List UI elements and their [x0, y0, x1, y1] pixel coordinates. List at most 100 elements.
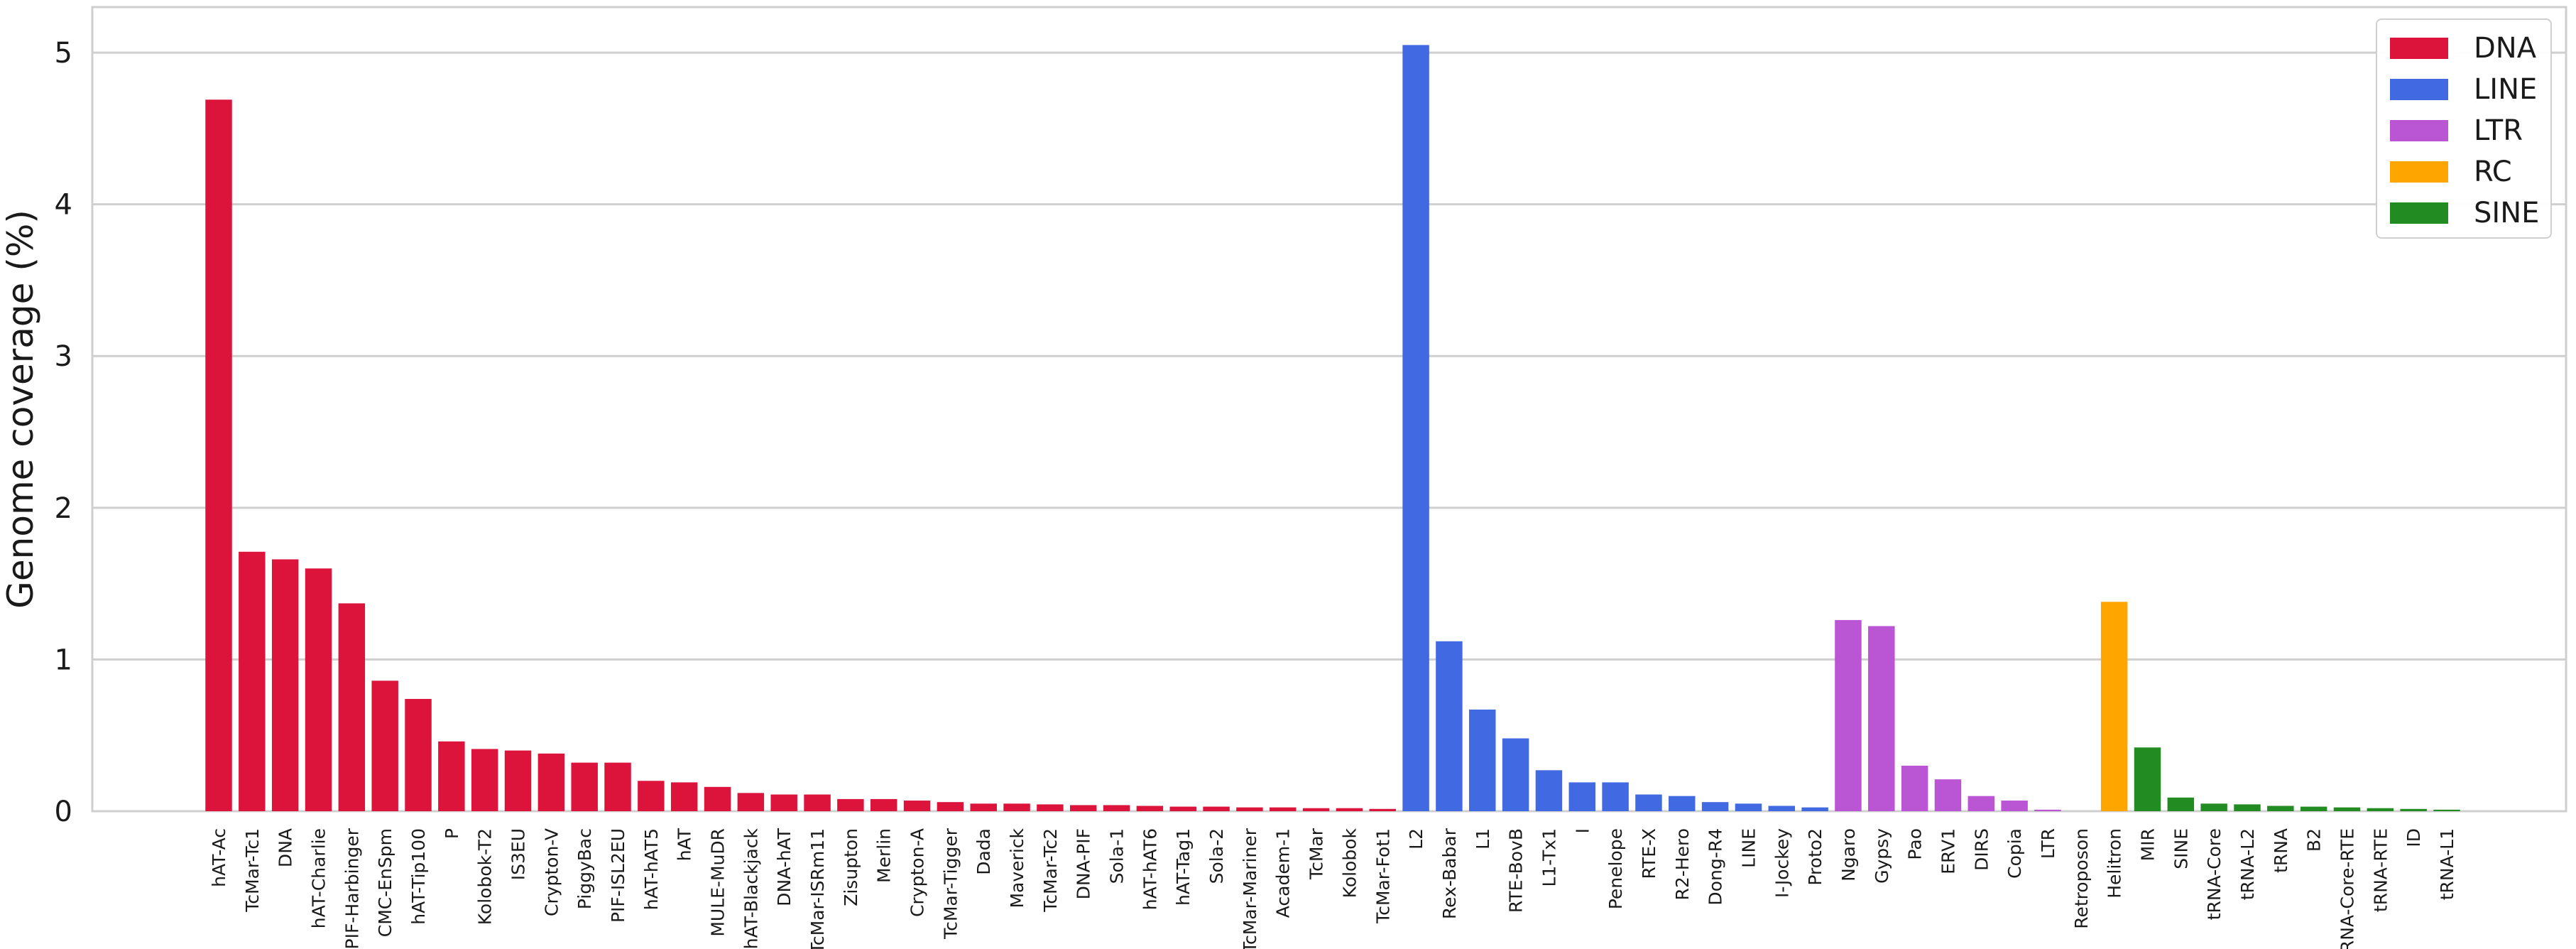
x-tick-label: TcMar-Tigger — [940, 828, 961, 940]
bar-tcmar-tc1 — [239, 551, 266, 811]
x-tick-label: Maverick — [1007, 828, 1027, 908]
x-tick-label: Kolobok-T2 — [475, 828, 496, 925]
x-tick-label: Helitron — [2105, 828, 2125, 899]
bar-l1 — [1469, 709, 1496, 811]
bar-b2 — [2300, 806, 2327, 811]
bar-hat-charlie — [305, 568, 332, 811]
y-axis-label: Genome coverage (%) — [0, 210, 41, 609]
x-tick-label: DNA-hAT — [774, 828, 795, 906]
bar-crypton-a — [903, 801, 931, 811]
x-tick-label: RTE-BovB — [1506, 828, 1527, 913]
bar-dna — [271, 559, 299, 811]
x-tick-label: RTE-X — [1639, 828, 1659, 879]
x-tick-label: hAT-hAT6 — [1140, 828, 1160, 910]
x-tick-label: tRNA-L1 — [2437, 828, 2457, 900]
x-tick-label: Retroposon — [2071, 828, 2092, 929]
bar-penelope — [1602, 782, 1629, 811]
bar-proto2 — [1801, 807, 1828, 811]
bar-i-jockey — [1768, 806, 1796, 811]
x-tick-label: TcMar-Tc2 — [1040, 828, 1061, 913]
x-tick-label: Copia — [2004, 828, 2025, 879]
x-tick-label: P — [442, 828, 462, 839]
bar-hat-hat5 — [638, 781, 665, 811]
x-tick-label: ID — [2403, 828, 2424, 847]
bar-l1-tx1 — [1535, 770, 1563, 811]
x-tick-label: Proto2 — [1805, 828, 1825, 886]
x-tick-label: Penelope — [1605, 828, 1626, 909]
bar-maverick — [1003, 803, 1030, 811]
bar-cmc-enspm — [371, 680, 398, 811]
bar-zisupton — [837, 798, 864, 811]
bar-helitron — [2100, 602, 2128, 811]
legend-item-sine: SINE — [2390, 197, 2540, 229]
x-tick-label: Sola-1 — [1107, 828, 1128, 884]
x-tick-label: SINE — [2171, 828, 2191, 869]
legend-item-dna: DNA — [2390, 32, 2536, 65]
x-tick-label: PIF-ISL2EU — [608, 828, 628, 923]
y-tick-label: 2 — [55, 492, 72, 525]
legend-label-sine: SINE — [2474, 197, 2540, 229]
x-tick-label: ERV1 — [1938, 828, 1958, 874]
bar-mule-mudr — [704, 786, 731, 811]
bar-sola-2 — [1203, 806, 1230, 811]
legend-item-rc: RC — [2390, 156, 2512, 188]
x-tick-label: MULE-MuDR — [708, 828, 728, 937]
plot-frame — [91, 6, 2567, 813]
x-tick-label: TcMar-Mariner — [1240, 828, 1260, 949]
x-tick-labels: hAT-Ac TcMar-Tc1 DNA hAT-Charlie PIF-Harbing… — [209, 828, 2457, 949]
bar-hat-hat6 — [1136, 806, 1164, 811]
x-tick-label: DNA — [275, 828, 296, 867]
bar-dong-r4 — [1701, 802, 1729, 811]
bar-pif-isl2eu — [604, 762, 631, 811]
legend-label-line: LINE — [2474, 73, 2538, 106]
bar-erv1 — [1934, 779, 1962, 811]
x-tick-label: DIRS — [1971, 828, 1992, 871]
x-tick-label: hAT-Blackjack — [741, 828, 761, 949]
legend-label-rc: RC — [2474, 156, 2512, 188]
bar-merlin — [870, 798, 897, 811]
x-tick-label: IS3EU — [508, 828, 529, 880]
bar-kolobok-t2 — [471, 749, 498, 811]
x-tick-label: tRNA-Core — [2204, 828, 2225, 920]
y-tick-label: 5 — [55, 37, 72, 70]
bar-trna-core — [2200, 803, 2227, 811]
bar-dirs — [1968, 796, 1995, 811]
y-tick-label: 0 — [55, 796, 72, 828]
bar-piggybac — [571, 762, 598, 811]
bar-rte-x — [1635, 794, 1662, 811]
bar-line — [1735, 803, 1762, 811]
x-tick-label: L2 — [1406, 828, 1426, 850]
bar-kolobok — [1336, 808, 1363, 811]
bar-is3eu — [504, 750, 532, 811]
x-tick-label: Crypton-V — [541, 828, 562, 916]
bar-mir — [2134, 747, 2161, 811]
x-tick-label: TcMar-Tc1 — [242, 828, 263, 913]
x-tick-label: L1 — [1473, 828, 1493, 850]
x-tick-label: tRNA-L2 — [2237, 828, 2258, 900]
x-tick-label: hAT-Charlie — [309, 828, 329, 928]
legend-item-ltr: LTR — [2390, 114, 2523, 147]
x-tick-label: MIR — [2137, 828, 2158, 861]
x-tick-label: Crypton-A — [907, 828, 928, 917]
bar-hat-tag1 — [1169, 806, 1196, 811]
y-tick-labels: 0 1 2 3 4 5 — [55, 37, 72, 828]
x-tick-label: hAT-hAT5 — [641, 828, 662, 910]
x-tick-label: Kolobok — [1339, 828, 1360, 898]
legend-swatch-rc — [2390, 161, 2448, 183]
legend: DNA LINE LTR RC SINE — [2376, 18, 2552, 239]
bar-tcmar-mariner — [1236, 807, 1263, 811]
x-tick-label: Ngaro — [1838, 828, 1859, 882]
x-tick-label: B2 — [2304, 828, 2325, 852]
legend-swatch-sine — [2390, 202, 2448, 224]
legend-item-line: LINE — [2390, 73, 2538, 106]
bar-tcmar-isrm11 — [804, 794, 831, 811]
x-tick-label: Sola-2 — [1206, 828, 1227, 884]
x-tick-label: Merlin — [874, 828, 895, 883]
bar-crypton-v — [537, 753, 565, 811]
x-tick-label: Gypsy — [1872, 828, 1892, 884]
x-tick-label: tRNA-Core-RTE — [2337, 828, 2357, 949]
bar-id — [2400, 808, 2427, 811]
bars — [205, 45, 2460, 811]
legend-swatch-ltr — [2390, 120, 2448, 141]
